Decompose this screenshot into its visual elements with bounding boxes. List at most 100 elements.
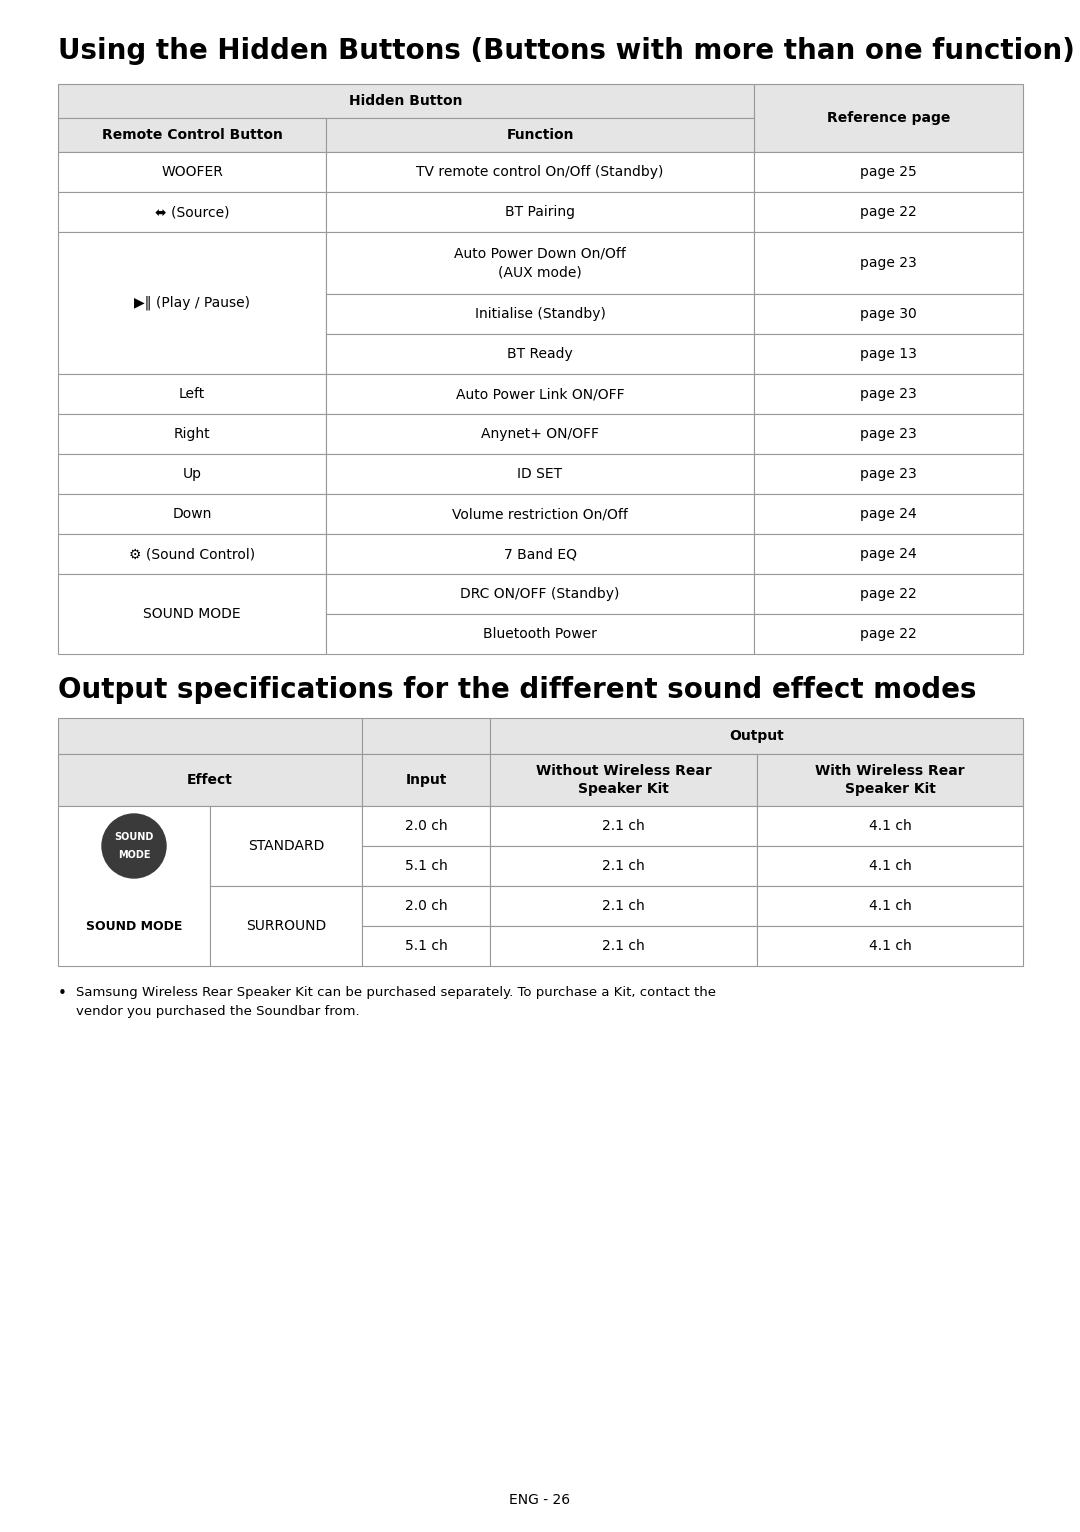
Bar [326,535,754,574]
Text: 2.1 ch: 2.1 ch [603,859,645,873]
Text: Left: Left [179,388,205,401]
Bar [58,574,326,654]
Bar [58,806,210,967]
Text: Effect: Effect [187,774,233,787]
Text: 2.1 ch: 2.1 ch [603,820,645,833]
Bar [754,574,1023,614]
Text: 4.1 ch: 4.1 ch [868,939,912,953]
Bar [210,885,362,967]
Text: Initialise (Standby): Initialise (Standby) [474,306,606,322]
Bar [58,374,326,414]
Bar [754,231,1023,294]
Bar [754,453,1023,493]
Text: SOUND: SOUND [114,832,153,843]
Bar [362,806,490,846]
Bar [490,719,1023,754]
Bar [754,374,1023,414]
Text: Right: Right [174,427,211,441]
Text: 4.1 ch: 4.1 ch [868,899,912,913]
Bar [326,453,754,493]
Bar [362,925,490,967]
Bar [490,806,757,846]
Text: 2.1 ch: 2.1 ch [603,939,645,953]
Text: page 22: page 22 [860,627,917,640]
Text: page 13: page 13 [860,348,917,362]
Bar [754,192,1023,231]
Bar [490,885,757,925]
Text: 2.1 ch: 2.1 ch [603,899,645,913]
Bar [58,414,326,453]
Text: ⬌ (Source): ⬌ (Source) [154,205,229,219]
Bar [58,192,326,231]
Bar [757,925,1023,967]
Text: Hidden Button: Hidden Button [349,93,462,107]
Text: page 24: page 24 [860,507,917,521]
Bar [326,334,754,374]
Text: page 23: page 23 [860,256,917,270]
Text: 4.1 ch: 4.1 ch [868,820,912,833]
Bar [58,152,326,192]
Bar [757,846,1023,885]
Text: SOUND MODE: SOUND MODE [85,919,183,933]
Text: page 23: page 23 [860,427,917,441]
Bar [757,885,1023,925]
Bar [326,374,754,414]
Text: Auto Power Down On/Off
(AUX mode): Auto Power Down On/Off (AUX mode) [454,247,626,279]
Bar [754,614,1023,654]
Text: vendor you purchased the Soundbar from.: vendor you purchased the Soundbar from. [76,1005,360,1017]
Bar [326,414,754,453]
Text: SOUND MODE: SOUND MODE [144,607,241,620]
Bar [58,535,326,574]
Bar [362,885,490,925]
Text: page 23: page 23 [860,388,917,401]
Bar [754,84,1023,152]
Bar [58,754,362,806]
Text: Auto Power Link ON/OFF: Auto Power Link ON/OFF [456,388,624,401]
Text: 7 Band EQ: 7 Band EQ [503,547,577,561]
Text: ▶‖ (Play / Pause): ▶‖ (Play / Pause) [134,296,249,311]
Text: 4.1 ch: 4.1 ch [868,859,912,873]
Bar [58,453,326,493]
Text: Input: Input [405,774,447,787]
Circle shape [102,813,166,878]
Text: ID SET: ID SET [517,467,563,481]
Bar [326,118,754,152]
Text: Bluetooth Power: Bluetooth Power [483,627,597,640]
Text: 2.0 ch: 2.0 ch [405,899,447,913]
Bar [490,754,757,806]
Text: page 22: page 22 [860,205,917,219]
Text: Output specifications for the different sound effect modes: Output specifications for the different … [58,676,976,705]
Text: page 30: page 30 [860,306,917,322]
Text: Function: Function [507,129,573,142]
Text: STANDARD: STANDARD [247,840,324,853]
Bar [58,719,362,754]
Bar [754,334,1023,374]
Text: MODE: MODE [118,850,150,859]
Text: Without Wireless Rear
Speaker Kit: Without Wireless Rear Speaker Kit [536,764,712,797]
Text: Reference page: Reference page [827,110,950,126]
Text: TV remote control On/Off (Standby): TV remote control On/Off (Standby) [416,165,664,179]
Text: page 23: page 23 [860,467,917,481]
Text: DRC ON/OFF (Standby): DRC ON/OFF (Standby) [460,587,620,601]
Bar [490,925,757,967]
Text: WOOFER: WOOFER [161,165,222,179]
Bar [757,806,1023,846]
Text: SURROUND: SURROUND [246,919,326,933]
Bar [754,152,1023,192]
Text: Anynet+ ON/OFF: Anynet+ ON/OFF [481,427,599,441]
Bar [326,614,754,654]
Text: Output: Output [729,729,784,743]
Bar [326,294,754,334]
Bar [58,231,326,374]
Text: Down: Down [173,507,212,521]
Bar [326,493,754,535]
Bar [58,493,326,535]
Text: ⚙ (Sound Control): ⚙ (Sound Control) [129,547,255,561]
Text: BT Pairing: BT Pairing [505,205,575,219]
Bar [754,294,1023,334]
Bar [362,754,490,806]
Bar [326,231,754,294]
Text: Volume restriction On/Off: Volume restriction On/Off [453,507,627,521]
Bar [326,574,754,614]
Bar [58,84,754,118]
